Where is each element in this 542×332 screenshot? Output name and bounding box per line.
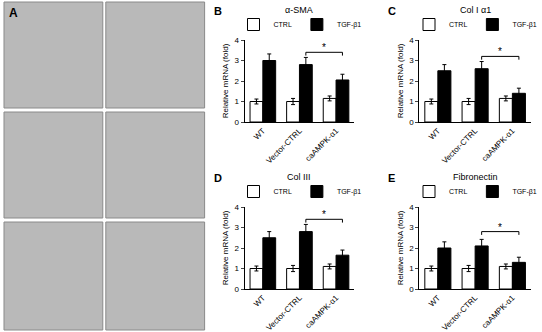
svg-text:3: 3: [409, 56, 414, 65]
svg-text:Vector-CTRL: Vector-CTRL: [440, 293, 479, 332]
svg-text:3: 3: [234, 223, 239, 232]
svg-text:caAMPK-α1: caAMPK-α1: [304, 126, 341, 163]
svg-text:A: A: [9, 6, 18, 20]
svg-text:Relative mRNA (fold): Relative mRNA (fold): [396, 210, 405, 285]
svg-text:Fibronectin: Fibronectin: [453, 172, 498, 182]
svg-text:Relative mRNA (fold): Relative mRNA (fold): [221, 210, 230, 285]
svg-text:*: *: [498, 46, 502, 57]
svg-text:CTRL: CTRL: [274, 21, 292, 28]
svg-text:D: D: [214, 172, 222, 184]
svg-text:0: 0: [234, 118, 239, 127]
svg-text:WT: WT: [427, 293, 442, 308]
svg-text:caAMPK-α1: caAMPK-α1: [304, 293, 341, 330]
svg-text:1: 1: [409, 97, 414, 106]
svg-text:B: B: [214, 5, 222, 17]
svg-text:CTRL: CTRL: [274, 188, 292, 195]
svg-text:2: 2: [234, 244, 239, 253]
svg-text:0: 0: [409, 118, 414, 127]
svg-text:1: 1: [409, 264, 414, 273]
svg-text:*: *: [498, 222, 502, 233]
svg-text:α-SMA: α-SMA: [285, 5, 313, 15]
svg-text:Vector-CTRL: Vector-CTRL: [440, 126, 479, 165]
svg-text:Relative mRNA (fold): Relative mRNA (fold): [396, 43, 405, 118]
svg-text:WT: WT: [427, 126, 442, 141]
svg-text:Vector-CTRL: Vector-CTRL: [265, 126, 304, 165]
svg-text:Col III: Col III: [287, 172, 311, 182]
svg-text:2: 2: [234, 77, 239, 86]
svg-text:Col I α1: Col I α1: [460, 5, 491, 15]
svg-text:TGF-β1: TGF-β1: [337, 188, 361, 196]
svg-text:*: *: [322, 42, 326, 53]
svg-text:0: 0: [234, 285, 239, 294]
svg-text:CTRL: CTRL: [449, 21, 467, 28]
svg-text:2: 2: [409, 244, 414, 253]
svg-text:4: 4: [234, 36, 239, 45]
svg-text:C: C: [388, 5, 396, 17]
svg-text:*: *: [322, 209, 326, 220]
svg-text:TGF-β1: TGF-β1: [337, 21, 361, 29]
svg-text:2: 2: [409, 77, 414, 86]
svg-text:E: E: [388, 172, 395, 184]
svg-text:4: 4: [409, 203, 414, 212]
svg-text:1: 1: [234, 264, 239, 273]
svg-text:WT: WT: [252, 293, 267, 308]
svg-text:3: 3: [234, 56, 239, 65]
svg-text:Vector-CTRL: Vector-CTRL: [265, 293, 304, 332]
svg-text:3: 3: [409, 223, 414, 232]
svg-text:WT: WT: [252, 126, 267, 141]
svg-text:4: 4: [234, 203, 239, 212]
svg-text:Relative mRNA (fold): Relative mRNA (fold): [221, 43, 230, 118]
svg-text:caAMPK-α1: caAMPK-α1: [480, 126, 517, 163]
svg-text:0: 0: [409, 285, 414, 294]
svg-text:caAMPK-α1: caAMPK-α1: [480, 293, 517, 330]
svg-text:TGF-β1: TGF-β1: [512, 21, 536, 29]
svg-text:CTRL: CTRL: [449, 188, 467, 195]
svg-text:4: 4: [409, 36, 414, 45]
svg-text:TGF-β1: TGF-β1: [512, 188, 536, 196]
svg-text:1: 1: [234, 97, 239, 106]
